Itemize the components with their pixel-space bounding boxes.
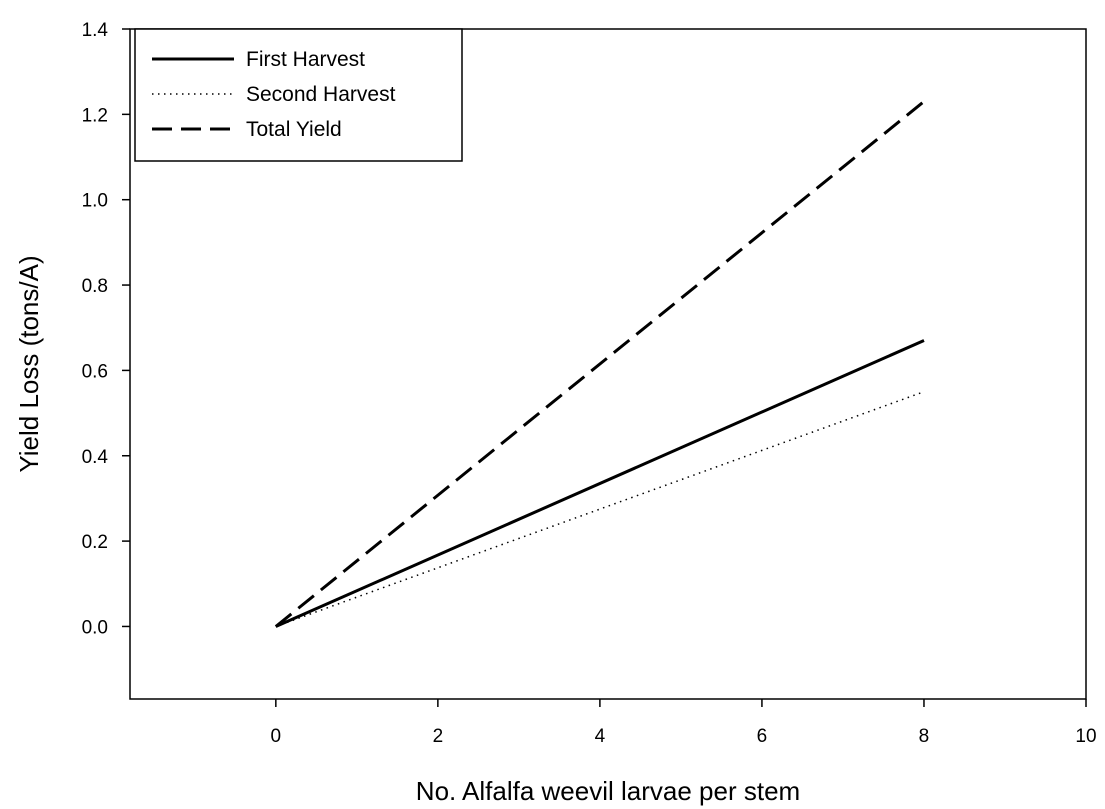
series-line-total-yield xyxy=(274,100,925,628)
x-tick-label: 6 xyxy=(757,726,768,747)
x-tick-label: 0 xyxy=(271,726,282,747)
x-tick-label: 4 xyxy=(595,726,606,747)
y-tick-label: 1.0 xyxy=(82,191,108,212)
series-line-second-harvest xyxy=(275,390,925,628)
y-tick-label: 0.0 xyxy=(82,617,108,638)
y-tick-label: 0.4 xyxy=(82,447,109,468)
legend-label-first-harvest: First Harvest xyxy=(246,48,365,71)
x-tick-label: 10 xyxy=(1075,726,1096,747)
y-tick-label: 0.6 xyxy=(82,361,108,382)
legend: First Harvest Second Harvest Total Yield xyxy=(134,28,463,162)
legend-label-total-yield: Total Yield xyxy=(246,118,342,141)
x-axis-title: No. Alfalfa weevil larvae per stem xyxy=(416,776,800,806)
x-axis: 0 2 4 6 8 10 xyxy=(271,699,1097,747)
y-tick-label: 1.4 xyxy=(82,20,109,41)
y-tick-label: 1.2 xyxy=(82,105,108,126)
plot-frame xyxy=(129,28,1087,700)
y-axis-title: Yield Loss (tons/A) xyxy=(14,255,44,472)
legend-label-second-harvest: Second Harvest xyxy=(246,83,396,106)
series-line-first-harvest xyxy=(275,339,925,628)
y-axis: 0.0 0.2 0.4 0.6 0.8 1.0 1.2 1.4 xyxy=(82,20,130,638)
series-lines xyxy=(274,100,925,628)
legend-box xyxy=(134,28,463,162)
x-tick-label: 2 xyxy=(433,726,444,747)
y-tick-label: 0.8 xyxy=(82,276,108,297)
y-tick-label: 0.2 xyxy=(82,532,108,553)
x-tick-label: 8 xyxy=(919,726,930,747)
